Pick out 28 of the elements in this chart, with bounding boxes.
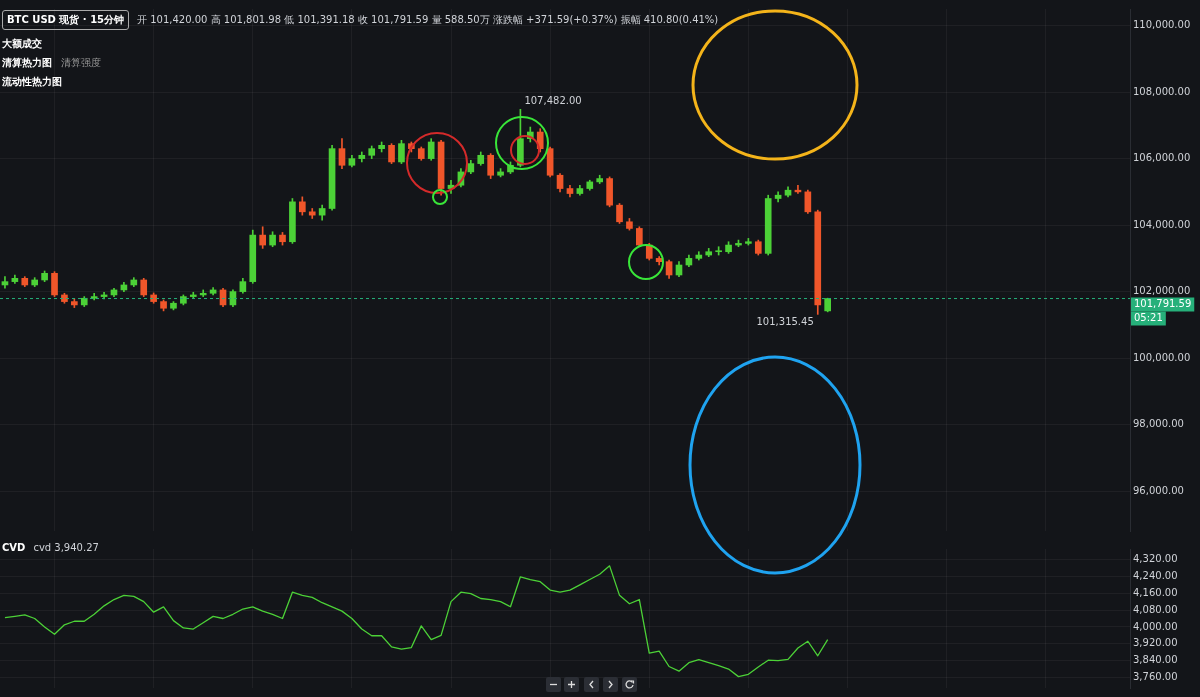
y-tick-label: 100,000.00 xyxy=(1133,351,1191,363)
annotation: 清算热力图 xyxy=(2,57,52,68)
y-tick-label: 4,080.00 xyxy=(1133,603,1178,615)
y-tick-label: 4,160.00 xyxy=(1133,586,1178,598)
y-tick-label: 3,840.00 xyxy=(1133,654,1178,666)
annotation: 107,482.00 xyxy=(524,94,582,106)
y-tick-label: 96,000.00 xyxy=(1133,484,1184,496)
text: BTC USD 现货 · 15分钟 xyxy=(2,10,130,30)
text: 05:21 xyxy=(1134,312,1163,324)
y-tick-label: 4,000.00 xyxy=(1133,620,1178,632)
y-tick-label: 102,000.00 xyxy=(1133,285,1191,297)
y-tick-label: 4,240.00 xyxy=(1133,569,1178,581)
chart-title: CVD xyxy=(2,542,26,553)
y-tick-label: 98,000.00 xyxy=(1133,418,1184,430)
ref-line-label: 101,791.59 xyxy=(1134,298,1192,310)
y-tick-label: 4,320.00 xyxy=(1133,553,1178,565)
annotation: 大额成交 xyxy=(2,37,43,51)
text: 开 101,420.00 高 101,801.98 低 101,391.18 收 101,791.59 量 588.50万 涨跌幅 +371.59(+0.37%) 振幅 410.80(0.41%) xyxy=(137,13,719,27)
y-tick-label: 3,920.00 xyxy=(1133,637,1178,649)
annotation: 流动性热力图 xyxy=(2,75,63,89)
y-tick-label: 3,760.00 xyxy=(1133,671,1178,683)
annotation: 清算强度 xyxy=(61,57,102,68)
chart-subtitle: cvd 3,940.27 xyxy=(33,542,99,553)
annotation: 101,315.45 xyxy=(756,315,814,327)
y-tick-label: 106,000.00 xyxy=(1133,152,1191,164)
y-tick-label: 104,000.00 xyxy=(1133,218,1191,230)
y-tick-label: 110,000.00 xyxy=(1133,19,1191,31)
y-tick-label: 108,000.00 xyxy=(1133,85,1191,97)
